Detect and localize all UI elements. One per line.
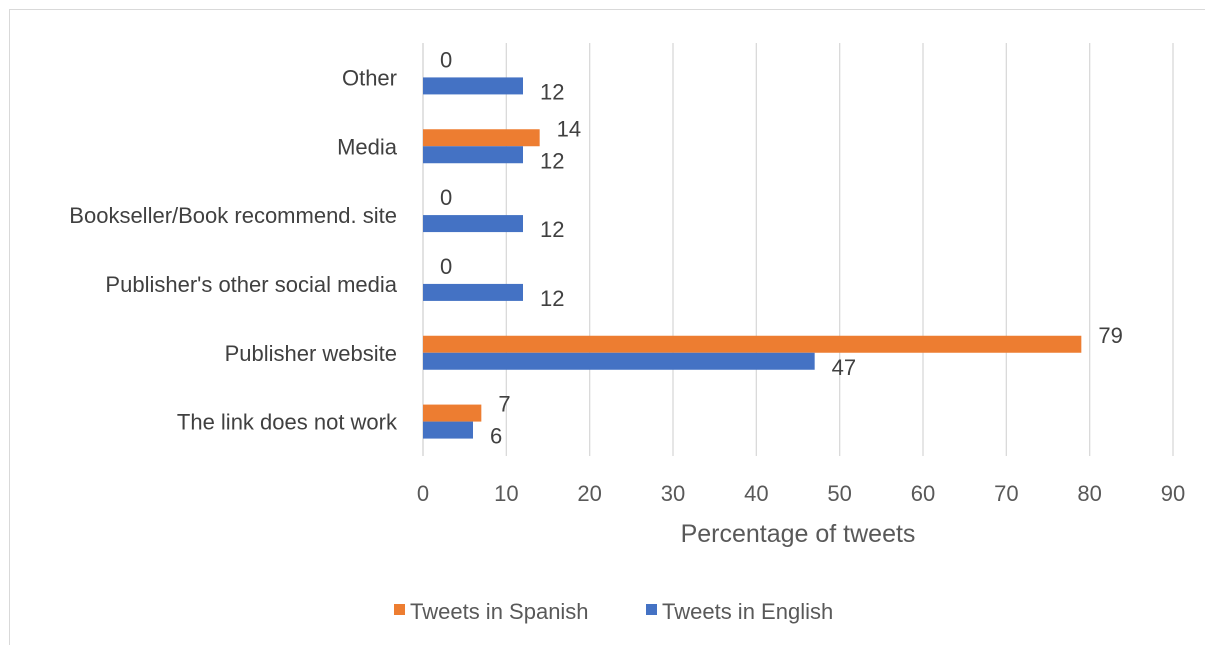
category-label: The link does not work xyxy=(177,410,398,435)
data-label: 0 xyxy=(440,47,452,72)
bar-english xyxy=(423,146,523,164)
bar-spanish xyxy=(423,404,482,422)
x-tick-label: 30 xyxy=(661,481,685,506)
data-label: 0 xyxy=(440,185,452,210)
data-label: 12 xyxy=(540,79,564,104)
data-label: 79 xyxy=(1098,323,1122,348)
data-label: 12 xyxy=(540,286,564,311)
grid-lines xyxy=(422,43,1174,456)
x-tick-label: 90 xyxy=(1161,481,1185,506)
legend: Tweets in Spanish Tweets in English xyxy=(394,599,833,624)
legend-label: Tweets in Spanish xyxy=(410,599,589,624)
category-labels: Other Media Bookseller/Book recommend. sit… xyxy=(69,65,398,434)
x-tick-label: 0 xyxy=(417,481,429,506)
category-label: Other xyxy=(342,65,397,90)
chart-frame xyxy=(9,9,1205,645)
bar-spanish xyxy=(423,129,540,147)
category-label: Bookseller/Book recommend. site xyxy=(69,203,397,228)
data-label: 6 xyxy=(490,424,502,449)
bar-english xyxy=(423,421,473,439)
bars xyxy=(423,77,1082,439)
category-label: Publisher website xyxy=(225,341,397,366)
bar-english xyxy=(423,352,815,370)
bar-english xyxy=(423,215,523,233)
legend-swatch xyxy=(394,604,405,615)
x-tick-labels: 0 10 20 30 40 50 60 70 80 90 xyxy=(417,481,1185,506)
x-tick-label: 20 xyxy=(577,481,601,506)
category-label: Media xyxy=(337,134,398,159)
data-label: 14 xyxy=(557,116,581,141)
x-axis-title: Percentage of tweets xyxy=(681,520,916,548)
legend-label: Tweets in English xyxy=(662,599,833,624)
bar-english xyxy=(423,283,523,301)
legend-swatch xyxy=(646,604,657,615)
bar-spanish xyxy=(423,335,1082,353)
category-label: Publisher's other social media xyxy=(105,272,397,297)
data-label: 12 xyxy=(540,148,564,173)
x-tick-label: 40 xyxy=(744,481,768,506)
x-tick-label: 10 xyxy=(494,481,518,506)
data-label: 47 xyxy=(832,355,856,380)
data-labels: 0 12 14 12 0 12 0 12 79 47 7 6 xyxy=(440,47,1123,448)
data-label: 0 xyxy=(440,254,452,279)
x-tick-label: 70 xyxy=(994,481,1018,506)
x-tick-label: 80 xyxy=(1077,481,1101,506)
data-label: 12 xyxy=(540,217,564,242)
bar-english xyxy=(423,77,523,95)
x-tick-label: 50 xyxy=(827,481,851,506)
x-tick-label: 60 xyxy=(911,481,935,506)
data-label: 7 xyxy=(498,392,510,417)
